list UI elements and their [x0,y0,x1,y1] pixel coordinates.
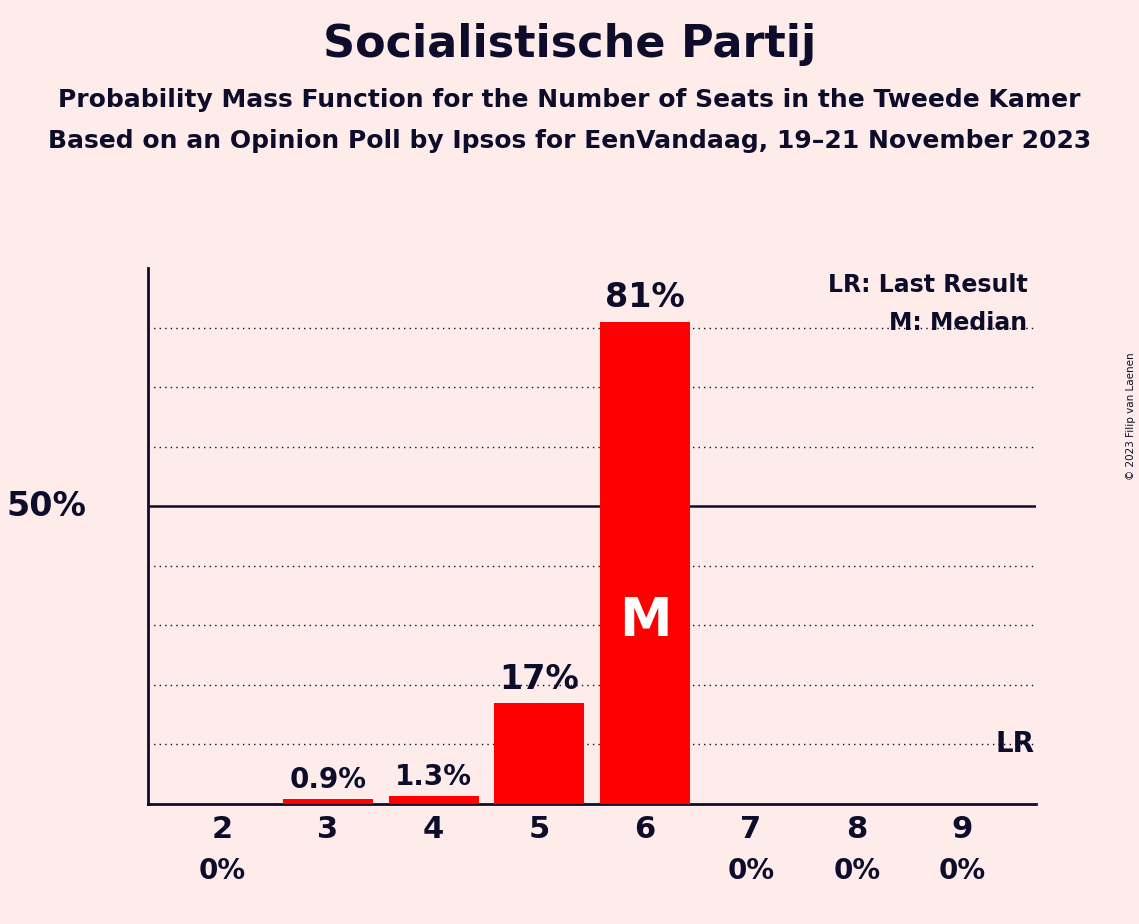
Text: 17%: 17% [500,663,580,696]
Text: Probability Mass Function for the Number of Seats in the Tweede Kamer: Probability Mass Function for the Number… [58,88,1081,112]
Text: Based on an Opinion Poll by Ipsos for EenVandaag, 19–21 November 2023: Based on an Opinion Poll by Ipsos for Ee… [48,129,1091,153]
Text: 81%: 81% [605,282,685,314]
Text: 1.3%: 1.3% [395,763,473,791]
Text: 0%: 0% [198,857,246,885]
Bar [494,702,584,804]
Text: 50%: 50% [6,490,85,523]
Text: M: M [618,595,671,647]
Text: LR: Last Result: LR: Last Result [828,274,1027,298]
Text: 0%: 0% [728,857,775,885]
Text: Socialistische Partij: Socialistische Partij [322,23,817,67]
Text: 0.9%: 0.9% [289,766,367,794]
Bar [282,798,372,804]
Bar [600,322,690,804]
Bar [388,796,478,804]
Text: 0%: 0% [833,857,880,885]
Text: 0%: 0% [939,857,986,885]
Text: M: Median: M: Median [890,310,1027,334]
Text: © 2023 Filip van Laenen: © 2023 Filip van Laenen [1126,352,1136,480]
Text: LR: LR [995,730,1034,759]
